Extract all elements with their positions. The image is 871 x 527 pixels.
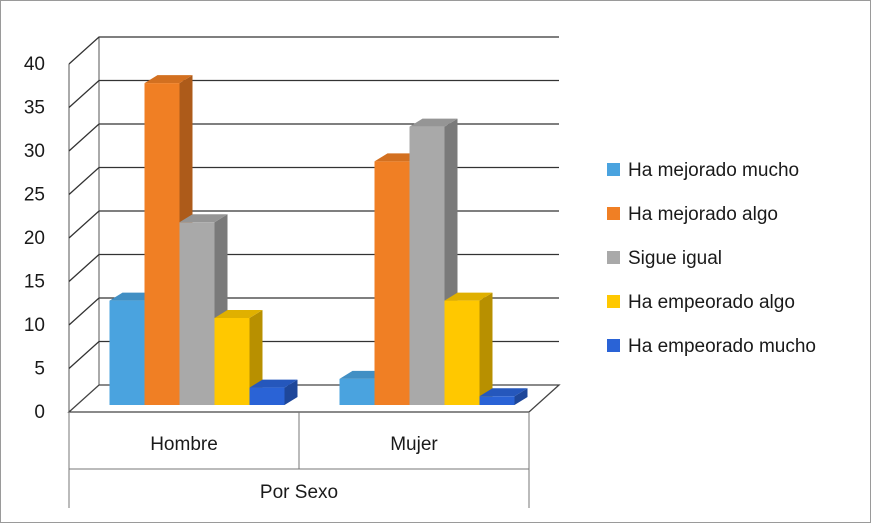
legend-item: Ha empeorado mucho	[607, 336, 816, 357]
legend-swatch	[607, 251, 620, 264]
y-tick-label: 25	[24, 185, 45, 206]
legend-label: Sigue igual	[628, 248, 722, 269]
bar-top	[409, 118, 458, 127]
bar	[444, 292, 493, 405]
bar-front	[214, 318, 250, 405]
legend-item: Ha mejorado mucho	[607, 160, 799, 181]
bar-front	[249, 387, 285, 405]
bar-top	[249, 379, 298, 388]
x-tick-label: Hombre	[150, 434, 218, 455]
y-tick-label: 15	[24, 272, 45, 293]
bar	[249, 379, 298, 405]
legend-swatch	[607, 163, 620, 176]
bar-top	[444, 292, 493, 301]
gridline	[68, 253, 559, 282]
y-tick-label: 5	[34, 359, 45, 380]
legend-label: Ha empeorado algo	[628, 292, 795, 313]
legend-label: Ha mejorado mucho	[628, 160, 799, 181]
gridline	[68, 123, 559, 152]
gridline	[68, 166, 559, 195]
bar-top	[479, 388, 528, 397]
bar-front	[409, 126, 445, 405]
legend-label: Ha empeorado mucho	[628, 336, 816, 357]
bar-top	[144, 75, 193, 84]
legend-swatch	[607, 295, 620, 308]
bars	[109, 75, 528, 405]
legend-swatch	[607, 339, 620, 352]
bar-side	[514, 388, 528, 405]
bar-side	[284, 379, 298, 405]
gridline	[68, 79, 559, 108]
chart-floor	[67, 384, 561, 413]
bar-top	[179, 214, 228, 223]
legend-swatch	[607, 207, 620, 220]
legend-item: Ha empeorado algo	[607, 292, 795, 313]
bar-top	[214, 310, 263, 318]
x-tick-label: Mujer	[390, 434, 438, 455]
y-tick-label: 30	[24, 141, 45, 162]
bar	[214, 310, 263, 405]
x-axis-title: Por Sexo	[260, 482, 338, 503]
x-axis: Por Sexo Hombre Mujer	[68, 412, 530, 508]
gridline	[68, 36, 559, 65]
y-tick-label: 35	[24, 98, 45, 119]
gridlines	[68, 36, 559, 369]
bar-front	[109, 300, 145, 405]
bar-front	[374, 161, 410, 405]
bar-front	[479, 396, 515, 405]
y-axis: 0 5 10 15 20 25 30 35 40	[24, 54, 45, 423]
bar-front	[179, 222, 215, 405]
bar	[479, 388, 528, 405]
y-tick-label: 40	[24, 54, 45, 75]
legend-label: Ha mejorado algo	[628, 204, 778, 225]
y-tick-label: 20	[24, 228, 45, 249]
gridline	[68, 210, 559, 239]
bar-front	[144, 83, 180, 405]
bar-side	[249, 310, 263, 405]
bar-front	[444, 300, 480, 405]
y-tick-label: 0	[34, 402, 45, 423]
bar-side	[479, 292, 493, 405]
legend: Ha mejorado mucho Ha mejorado algo Sigue i…	[607, 160, 816, 357]
legend-item: Ha mejorado algo	[607, 204, 778, 225]
y-tick-label: 10	[24, 315, 45, 336]
legend-item: Sigue igual	[607, 248, 722, 269]
bar-front	[339, 378, 375, 405]
